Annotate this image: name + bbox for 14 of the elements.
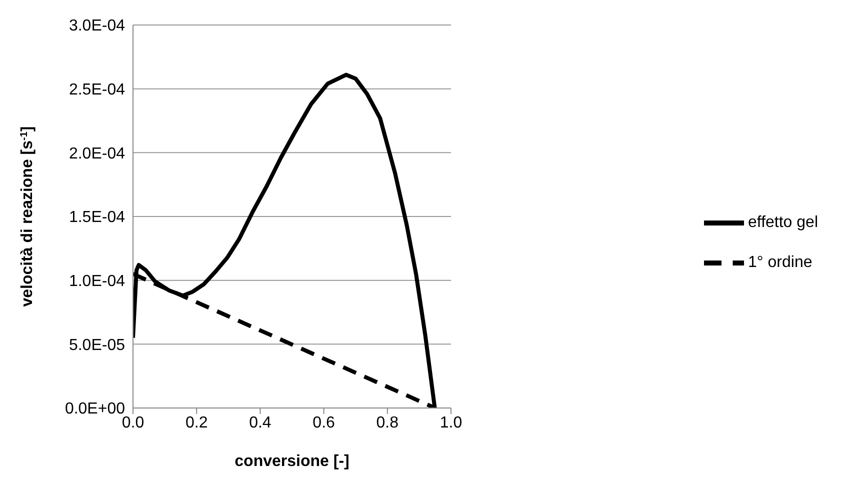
y-tick-label: 3.0E-04 (68, 18, 126, 35)
x-tick-label: 0.2 (185, 414, 208, 432)
y-tick-label: 1.0E-04 (68, 273, 126, 290)
x-tick-label: 0.8 (376, 414, 399, 432)
x-tick-label: 0.6 (312, 414, 336, 432)
legend-label: 1° ordine (748, 254, 812, 272)
x-tick-label: 1.0 (440, 414, 462, 432)
y-tick-label: 5.0E-05 (68, 336, 126, 354)
x-axis-title: conversione [-] (234, 453, 350, 470)
x-tick-label: 0.4 (249, 414, 272, 432)
y-tick-label: 1.5E-04 (68, 209, 126, 226)
y-tick-label: 2.5E-04 (68, 82, 126, 99)
y-tick-label: 2.0E-04 (68, 145, 126, 162)
legend-label: effetto gel (748, 214, 818, 232)
